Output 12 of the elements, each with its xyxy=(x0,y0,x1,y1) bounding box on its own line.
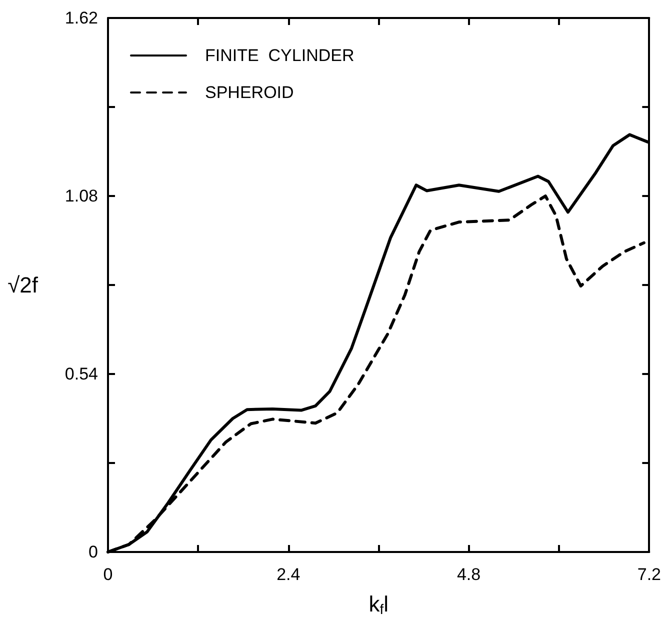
y-tick-label: 1.08 xyxy=(64,186,98,206)
y-tick-label: 1.62 xyxy=(64,8,98,28)
y-tick-label: 0.54 xyxy=(64,364,98,384)
y-axis-title: √2f xyxy=(8,272,39,298)
x-tick-label: 0 xyxy=(103,565,113,584)
x-tick-label: 2.4 xyxy=(276,565,300,584)
legend-label: FINITE CYLINDER xyxy=(205,46,354,65)
x-tick-label: 7.2 xyxy=(637,565,662,584)
x-tick-label: 4.8 xyxy=(456,565,481,584)
x-axis-title: kfl xyxy=(368,592,388,617)
legend-label: SPHEROID xyxy=(205,83,294,102)
y-tick-label: 0 xyxy=(88,542,98,562)
